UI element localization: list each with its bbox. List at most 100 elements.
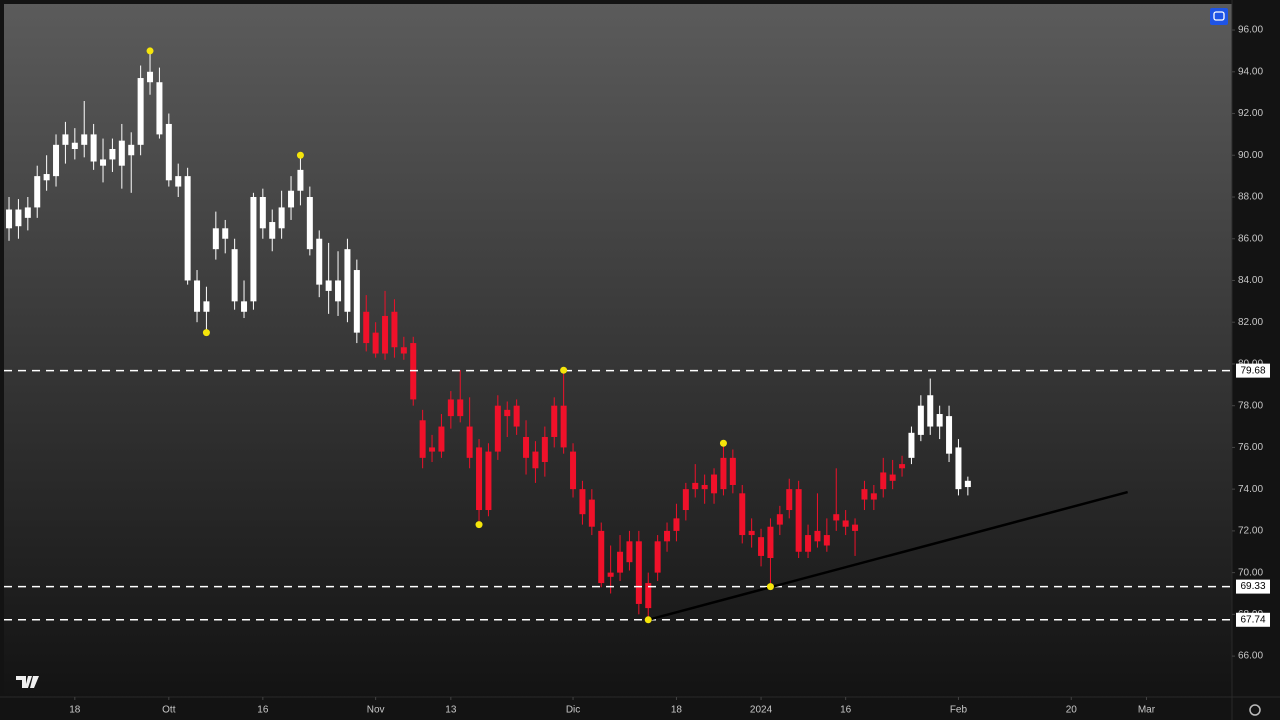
x-tick-label: Dic — [566, 705, 580, 716]
candle-body — [175, 176, 182, 187]
y-tick-label: 78.00 — [1238, 400, 1263, 411]
candle-body — [673, 518, 680, 531]
candle-body — [137, 78, 144, 145]
candle-body — [259, 196, 266, 229]
candle-body — [654, 541, 661, 573]
candle-body — [24, 207, 31, 218]
settings-button[interactable] — [1249, 704, 1261, 716]
level-label: 67.74 — [1240, 614, 1265, 625]
candle-body — [805, 535, 812, 552]
candle-body — [269, 222, 276, 239]
level-label: 69.33 — [1240, 581, 1265, 592]
x-tick-label: 18 — [69, 705, 81, 716]
y-tick-label: 86.00 — [1238, 233, 1263, 244]
x-tick-label: Feb — [950, 705, 968, 716]
candle-body — [899, 464, 906, 469]
candle-body — [250, 196, 257, 302]
candle-body — [222, 228, 229, 239]
y-tick-label: 76.00 — [1238, 442, 1263, 453]
x-tick-label: Nov — [367, 705, 385, 716]
candle-body — [485, 451, 492, 511]
candle-body — [297, 169, 304, 191]
candle-body — [645, 583, 652, 609]
candle-body — [720, 457, 727, 490]
y-tick-label: 96.00 — [1238, 25, 1263, 36]
candle-body — [438, 426, 445, 452]
candle-body — [306, 196, 313, 250]
candle-body — [889, 474, 896, 481]
candle-body — [288, 190, 295, 208]
candle-body — [53, 144, 60, 177]
candle-body — [457, 399, 464, 417]
candle-body — [353, 270, 360, 333]
candle-body — [382, 315, 389, 354]
candle-body — [231, 249, 238, 302]
y-tick-label: 92.00 — [1238, 108, 1263, 119]
candle-body — [814, 530, 821, 542]
candle-body — [767, 526, 774, 559]
x-tick-label: 16 — [257, 705, 269, 716]
candle-body — [560, 405, 567, 448]
candle-body — [541, 436, 548, 463]
candle-body — [447, 399, 454, 417]
candle-body — [833, 514, 840, 521]
candle-body — [598, 530, 605, 584]
candle-body — [147, 71, 154, 83]
x-tick-label: Ott — [162, 705, 176, 716]
candle-body — [635, 541, 642, 604]
candle-body — [823, 535, 830, 546]
plot-area — [4, 4, 1232, 697]
candle-body — [861, 489, 868, 500]
y-tick-label: 94.00 — [1238, 66, 1263, 77]
candle-body — [109, 148, 116, 160]
sync-icon — [1213, 11, 1225, 21]
candle-body — [917, 405, 924, 435]
candle-body — [100, 159, 107, 166]
candle-body — [212, 228, 219, 250]
candle-body — [607, 572, 614, 577]
candle-body — [344, 249, 351, 312]
candle-body — [15, 209, 22, 227]
candle-body — [964, 480, 971, 488]
candle-body — [241, 301, 248, 312]
candle-body — [71, 142, 78, 149]
pivot-dot — [766, 583, 774, 591]
x-tick-label: 20 — [1066, 705, 1078, 716]
candle-body — [118, 140, 125, 166]
x-tick-label: 16 — [840, 705, 852, 716]
candle-body — [946, 416, 953, 454]
candle-body — [588, 499, 595, 527]
candle-body — [682, 489, 689, 511]
y-tick-label: 70.00 — [1238, 567, 1263, 578]
candle-body — [776, 514, 783, 525]
candle-body — [664, 530, 671, 542]
candle-body — [739, 493, 746, 536]
candle-body — [476, 447, 483, 511]
candle-body — [504, 409, 511, 417]
candle-body — [626, 541, 633, 563]
candle-body — [316, 238, 323, 285]
candle-body — [81, 134, 88, 145]
candle-body — [203, 301, 210, 312]
y-tick-label: 88.00 — [1238, 192, 1263, 203]
trend-line — [647, 490, 1128, 621]
candle-body — [758, 537, 765, 556]
candle-body — [570, 451, 577, 490]
candle-body — [62, 134, 69, 145]
candle-body — [795, 489, 802, 552]
candle-body — [617, 551, 624, 573]
candle-body — [701, 484, 708, 490]
candle-body — [184, 176, 191, 281]
candle-body — [419, 420, 426, 458]
candle-body — [532, 451, 539, 469]
candle-body — [880, 472, 887, 490]
level-label: 79.68 — [1240, 365, 1265, 376]
pivot-dot — [560, 366, 568, 374]
candle-body — [156, 82, 163, 135]
candle-body — [429, 447, 436, 452]
level-label-box — [1236, 579, 1270, 594]
candle-body — [579, 489, 586, 515]
sync-button[interactable] — [1210, 8, 1228, 25]
y-tick-label: 84.00 — [1238, 275, 1263, 286]
